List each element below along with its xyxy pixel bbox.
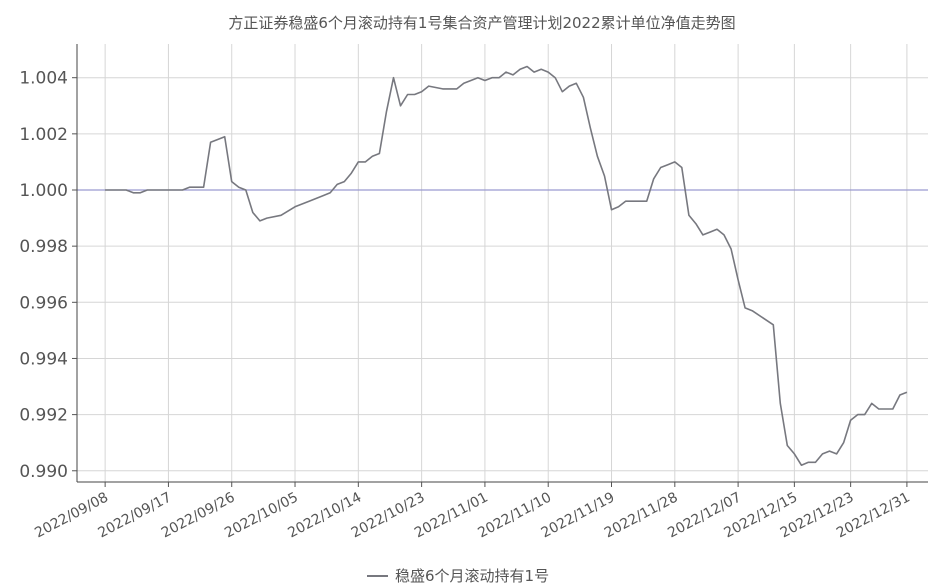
x-axis-ticks: 2022/09/082022/09/172022/09/262022/10/05… [32,482,913,541]
y-tick-label: 1.000 [19,181,68,201]
chart-title: 方正证券稳盛6个月滚动持有1号集合资产管理计划2022累计单位净值走势图 [228,14,735,32]
y-tick-label: 0.990 [19,462,68,482]
y-tick-label: 1.002 [19,125,68,145]
y-tick-label: 0.992 [19,406,68,426]
y-tick-label: 0.996 [19,293,68,313]
y-tick-label: 0.998 [19,237,68,257]
grid [77,44,928,482]
y-tick-label: 1.004 [19,69,68,89]
series-layer [105,65,908,466]
legend-label: 稳盛6个月滚动持有1号 [395,567,549,585]
y-tick-label: 0.994 [19,349,68,369]
legend: 稳盛6个月滚动持有1号 [367,567,549,585]
axes [76,44,928,483]
series-line [105,65,908,466]
y-axis-ticks: 0.990 0.992 0.994 0.996 0.998 1.000 1.002 1.004 [19,69,77,482]
